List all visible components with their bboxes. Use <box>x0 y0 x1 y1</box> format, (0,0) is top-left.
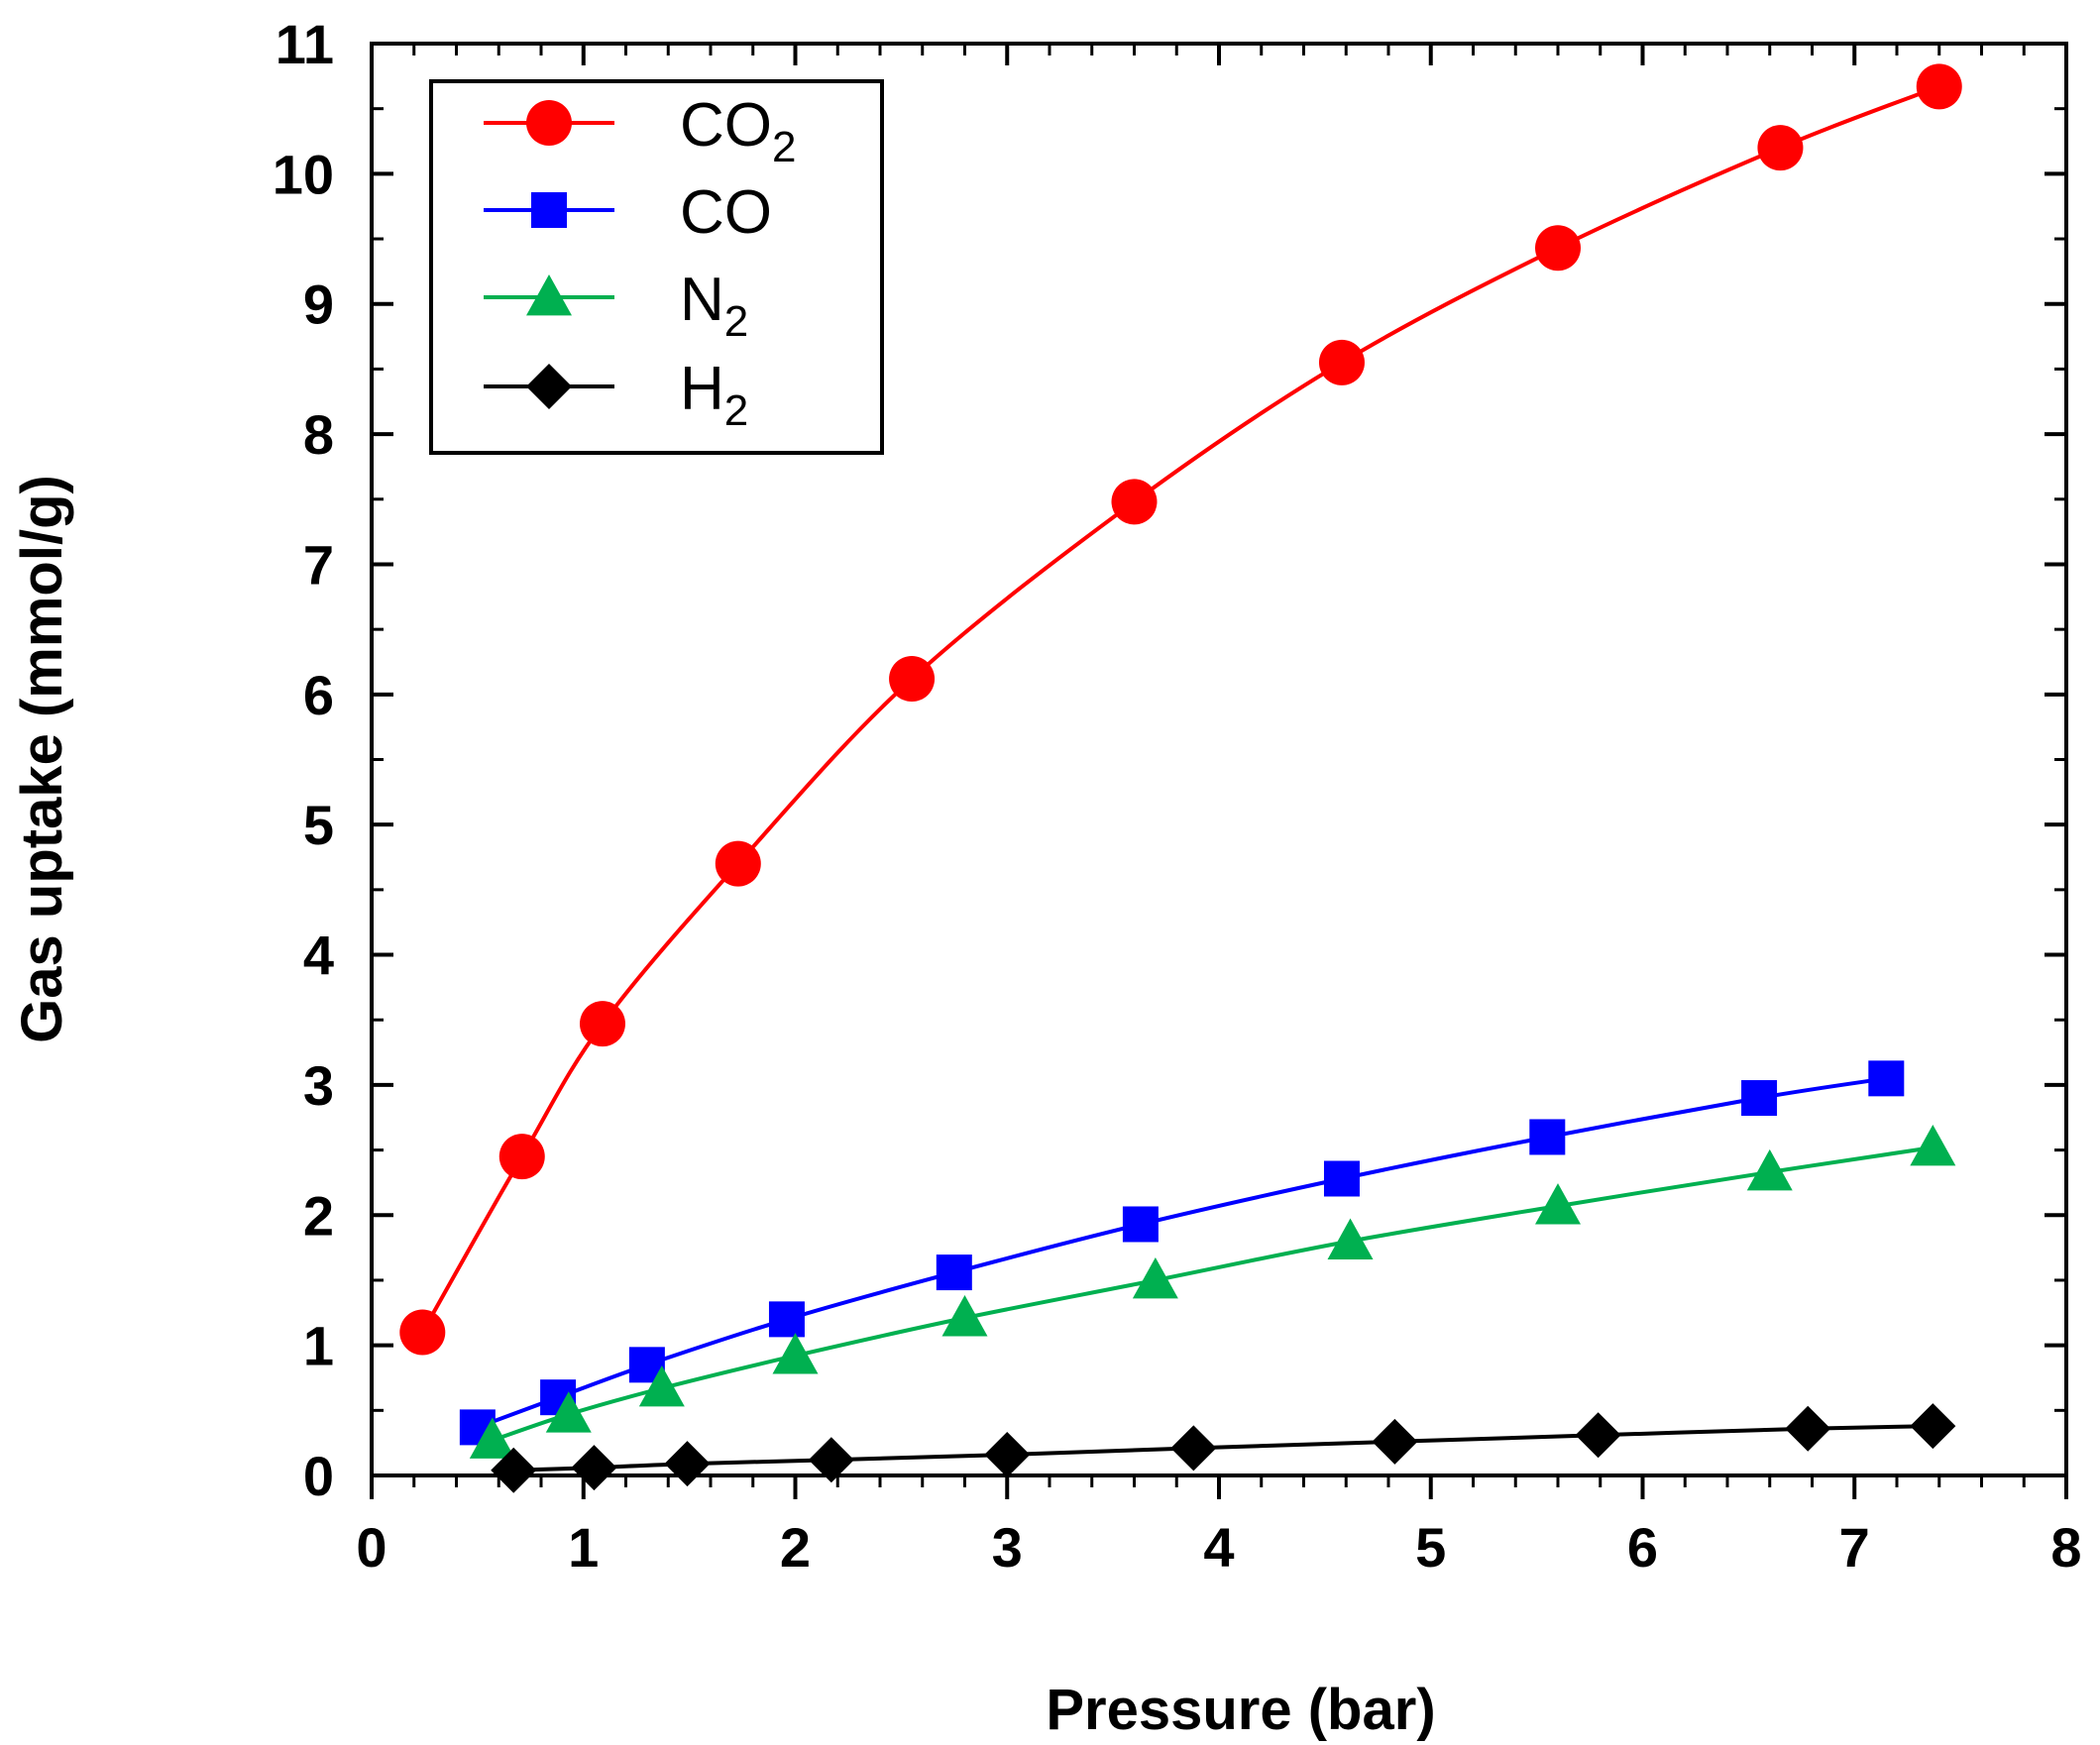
h2-point <box>1170 1425 1217 1472</box>
h2-line <box>513 1424 1934 1472</box>
co-point <box>768 1301 805 1338</box>
n2-point <box>1327 1218 1374 1259</box>
y-tick-label: 1 <box>303 1315 334 1377</box>
n2-point <box>772 1333 819 1374</box>
x-axis-label: Pressure (bar) <box>1046 1678 1435 1742</box>
co2-point <box>715 840 761 887</box>
co2-point <box>1318 339 1365 385</box>
y-tick-label: 2 <box>303 1184 334 1247</box>
h2-point <box>1910 1403 1956 1450</box>
co2-line <box>420 84 1940 1334</box>
co-line <box>477 1076 1887 1430</box>
h2-point <box>808 1437 854 1483</box>
legend-marker-h2 <box>526 364 572 409</box>
legend-label-co2: CO2 <box>680 91 796 171</box>
legend-label-co: CO <box>680 178 772 247</box>
co2-point <box>399 1309 446 1356</box>
x-tick-label: 2 <box>780 1516 811 1579</box>
co2-point <box>1111 479 1158 525</box>
co2-point <box>498 1134 545 1180</box>
co2-point <box>1916 63 1962 110</box>
n2-point <box>1535 1183 1581 1225</box>
co2-point <box>1535 225 1581 272</box>
y-axis-label: Gas uptake (mmol/g) <box>10 475 74 1043</box>
n2-point <box>1132 1256 1178 1299</box>
series-co2 <box>399 63 1962 1356</box>
co-point <box>1122 1206 1159 1243</box>
co2-point <box>1757 125 1804 171</box>
co2-point <box>889 656 936 703</box>
y-tick-label: 8 <box>303 403 334 466</box>
co-point <box>936 1254 972 1291</box>
x-tick-label: 4 <box>1203 1516 1234 1579</box>
series-h2 <box>491 1403 1956 1493</box>
y-tick-label: 9 <box>303 273 334 336</box>
x-axis: 0 1 2 3 4 5 6 7 8 <box>356 44 2082 1579</box>
y-tick-label: 11 <box>276 13 334 75</box>
co-point <box>1529 1119 1566 1155</box>
legend-label-n2: N2 <box>680 266 748 346</box>
h2-point <box>571 1445 617 1491</box>
series-co <box>459 1060 1905 1446</box>
y-tick-label: 0 <box>303 1445 334 1507</box>
y-tick-label: 10 <box>273 143 334 205</box>
x-tick-label: 6 <box>1627 1516 1658 1579</box>
n2-line <box>492 1145 1934 1443</box>
h2-point <box>1372 1418 1418 1465</box>
x-tick-label: 7 <box>1839 1516 1870 1579</box>
x-tick-label: 8 <box>2050 1516 2081 1579</box>
co-point <box>1323 1160 1360 1197</box>
h2-point <box>491 1447 537 1493</box>
x-tick-label: 3 <box>992 1516 1023 1579</box>
h2-point <box>984 1431 1031 1477</box>
series-layer <box>399 63 1962 1493</box>
legend-label-h2: H2 <box>680 355 748 435</box>
x-tick-label: 1 <box>568 1516 599 1579</box>
legend: CO2 CO N2 H2 <box>429 79 884 455</box>
co2-point <box>579 1001 625 1047</box>
legend-marker-n2 <box>526 274 572 316</box>
y-tick-label: 4 <box>303 925 334 987</box>
y-tick-label: 7 <box>303 533 334 596</box>
legend-marker-co2 <box>526 100 572 146</box>
n2-point <box>469 1417 515 1459</box>
y-tick-label: 5 <box>303 794 334 856</box>
y-tick-label: 6 <box>303 664 334 726</box>
y-axis: 0 1 2 3 4 5 6 7 8 9 10 11 <box>273 13 2066 1507</box>
n2-point <box>941 1295 988 1337</box>
series-n2 <box>469 1124 1956 1459</box>
legend-marker-co <box>531 192 567 228</box>
n2-point <box>545 1391 592 1433</box>
x-tick-label: 0 <box>356 1516 387 1579</box>
h2-point <box>664 1441 711 1487</box>
n2-point <box>1910 1124 1956 1166</box>
legend-box <box>429 79 884 455</box>
h2-point <box>1785 1405 1831 1452</box>
n2-point <box>638 1364 685 1407</box>
n2-point <box>1746 1148 1793 1191</box>
co-point <box>1741 1080 1778 1117</box>
co-point <box>1868 1060 1905 1097</box>
x-tick-label: 5 <box>1415 1516 1446 1579</box>
y-tick-label: 3 <box>303 1054 334 1117</box>
h2-point <box>1575 1412 1621 1459</box>
